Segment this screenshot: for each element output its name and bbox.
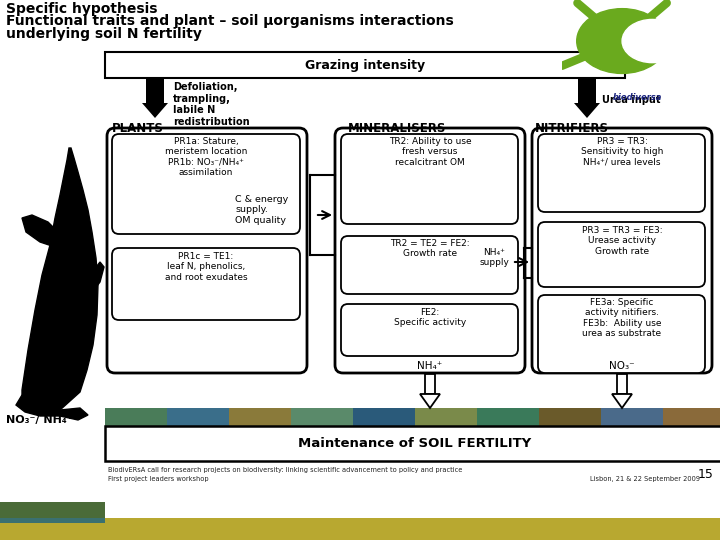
- FancyBboxPatch shape: [335, 128, 525, 373]
- Polygon shape: [574, 103, 600, 118]
- FancyBboxPatch shape: [112, 134, 300, 234]
- Bar: [578, 78, 596, 103]
- Polygon shape: [612, 394, 632, 408]
- Text: PR1c = TE1:
leaf N, phenolics,
and root exudates: PR1c = TE1: leaf N, phenolics, and root …: [165, 252, 247, 282]
- FancyBboxPatch shape: [532, 128, 712, 373]
- Text: NITRIFIERS: NITRIFIERS: [535, 122, 609, 135]
- FancyBboxPatch shape: [341, 134, 518, 224]
- Text: Functional traits and plant – soil µorganisms interactions: Functional traits and plant – soil µorga…: [6, 14, 454, 28]
- Bar: [105, 52, 625, 78]
- Bar: [105, 408, 167, 426]
- Bar: [0, 518, 720, 540]
- Text: FE3a: Specific
activity nitifiers.
FE3b:  Ability use
urea as substrate: FE3a: Specific activity nitifiers. FE3b:…: [582, 298, 662, 338]
- Text: PLANTS: PLANTS: [112, 122, 164, 135]
- Bar: [353, 408, 415, 426]
- Text: Defoliation,
trampling,
labile N
redistribution: Defoliation, trampling, labile N redistr…: [173, 82, 250, 127]
- Text: PR1a: Stature,
meristem location
PR1b: NO₃⁻/NH₄⁺
assimilation: PR1a: Stature, meristem location PR1b: N…: [165, 137, 247, 177]
- FancyBboxPatch shape: [341, 304, 518, 356]
- FancyBboxPatch shape: [112, 248, 300, 320]
- Text: Lisbon, 21 & 22 September 2009: Lisbon, 21 & 22 September 2009: [590, 476, 700, 482]
- FancyBboxPatch shape: [341, 236, 518, 294]
- Text: NO₃⁻/ NH₄⁺: NO₃⁻/ NH₄⁺: [6, 415, 73, 425]
- Text: underlying soil N fertility: underlying soil N fertility: [6, 27, 202, 41]
- Bar: [291, 408, 353, 426]
- Text: TR2: Ability to use
fresh versus
recalcitrant OM: TR2: Ability to use fresh versus recalci…: [389, 137, 472, 167]
- Text: Maintenance of SOIL FERTILITY: Maintenance of SOIL FERTILITY: [298, 437, 531, 450]
- Bar: [617, 374, 627, 394]
- Bar: [229, 408, 291, 426]
- Text: NH₄⁺
supply: NH₄⁺ supply: [479, 248, 509, 267]
- Text: First project leaders workshop: First project leaders workshop: [108, 476, 209, 482]
- Polygon shape: [74, 262, 104, 303]
- Text: BiodivERsA call for research projects on biodiversity: linking scientific advanc: BiodivERsA call for research projects on…: [108, 467, 462, 473]
- Bar: [0, 502, 105, 518]
- Bar: [146, 78, 164, 103]
- Polygon shape: [142, 103, 168, 118]
- FancyBboxPatch shape: [107, 128, 307, 373]
- Text: Specific hypothesis: Specific hypothesis: [6, 2, 158, 16]
- Text: biodiversa: biodiversa: [613, 92, 662, 102]
- FancyBboxPatch shape: [538, 295, 705, 373]
- Text: PR3 = TR3 = FE3:
Urease activity
Growth rate: PR3 = TR3 = FE3: Urease activity Growth …: [582, 226, 662, 256]
- Bar: [415, 408, 477, 426]
- Text: TR2 = TE2 = FE2:
Growth rate: TR2 = TE2 = FE2: Growth rate: [390, 239, 470, 259]
- Polygon shape: [420, 394, 440, 408]
- Polygon shape: [16, 395, 88, 420]
- Text: Grazing intensity: Grazing intensity: [305, 58, 425, 71]
- Bar: [105, 426, 720, 461]
- Bar: [477, 408, 539, 426]
- Bar: [539, 408, 601, 426]
- FancyBboxPatch shape: [538, 222, 705, 287]
- Text: MINERALISERS: MINERALISERS: [348, 122, 446, 135]
- Bar: [663, 408, 720, 426]
- Circle shape: [622, 19, 683, 63]
- Polygon shape: [22, 215, 64, 248]
- Text: NO₃⁻: NO₃⁻: [609, 361, 635, 371]
- Text: Urea input: Urea input: [602, 95, 660, 105]
- Polygon shape: [22, 148, 98, 410]
- Text: C & energy
supply.
OM quality: C & energy supply. OM quality: [235, 195, 288, 225]
- Bar: [0, 518, 105, 523]
- Bar: [167, 408, 229, 426]
- Circle shape: [577, 9, 667, 73]
- Text: 15: 15: [698, 468, 714, 481]
- Text: NH₄⁺: NH₄⁺: [418, 361, 443, 371]
- Bar: [601, 408, 663, 426]
- Text: FE2:
Specific activity: FE2: Specific activity: [394, 308, 466, 327]
- Text: PR3 = TR3:
Sensitivity to high
NH₄⁺/ urea levels: PR3 = TR3: Sensitivity to high NH₄⁺/ ure…: [581, 137, 663, 167]
- Bar: [425, 374, 435, 394]
- FancyBboxPatch shape: [538, 134, 705, 212]
